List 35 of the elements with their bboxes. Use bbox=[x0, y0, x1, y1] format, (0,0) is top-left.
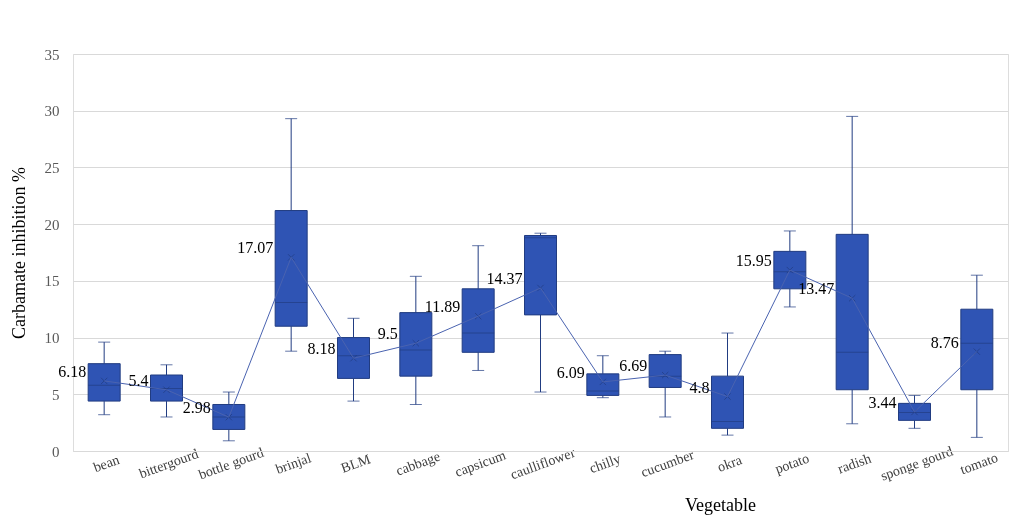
data-label: 5.4 bbox=[128, 371, 149, 389]
x-tick-label: BLM bbox=[338, 451, 374, 476]
data-label: 2.98 bbox=[182, 399, 211, 417]
y-tick-label: 20 bbox=[44, 216, 60, 233]
data-label: 8.76 bbox=[930, 333, 959, 351]
x-axis-title: Vegetable bbox=[685, 494, 756, 515]
data-label: 13.47 bbox=[798, 280, 835, 298]
data-label: 11.89 bbox=[424, 298, 461, 316]
x-tick-label: potato bbox=[773, 450, 812, 477]
x-tick-label: cabbage bbox=[393, 448, 443, 479]
y-tick-label: 35 bbox=[44, 46, 60, 63]
data-label: 9.5 bbox=[377, 325, 398, 343]
x-tick-label: chilly bbox=[587, 451, 623, 477]
x-tick-label: tomato bbox=[958, 449, 1000, 478]
data-label: 8.18 bbox=[307, 340, 336, 358]
data-label: 6.09 bbox=[556, 363, 585, 381]
y-tick-label: 10 bbox=[44, 330, 60, 347]
data-label: 17.07 bbox=[237, 239, 274, 257]
data-label: 15.95 bbox=[735, 252, 772, 270]
data-label: 3.44 bbox=[868, 393, 897, 411]
data-label: 6.69 bbox=[619, 357, 648, 375]
x-tick-label: brinjal bbox=[273, 450, 314, 477]
y-tick-label: 0 bbox=[52, 443, 60, 460]
x-tick-label: sponge gourd bbox=[878, 443, 955, 484]
y-tick-label: 5 bbox=[52, 386, 60, 403]
y-tick-label: 15 bbox=[44, 273, 60, 290]
x-tick-label: bean bbox=[91, 452, 122, 476]
x-tick-label: okra bbox=[715, 452, 745, 475]
y-tick-label: 30 bbox=[44, 103, 60, 120]
data-label: 14.37 bbox=[486, 270, 523, 287]
y-tick-label: 25 bbox=[44, 159, 60, 176]
data-label: 6.18 bbox=[58, 362, 87, 380]
y-axis-title: Carbamate inhibition % bbox=[8, 167, 29, 339]
x-tick-label: radish bbox=[835, 450, 874, 477]
data-label: 4.8 bbox=[689, 378, 710, 396]
